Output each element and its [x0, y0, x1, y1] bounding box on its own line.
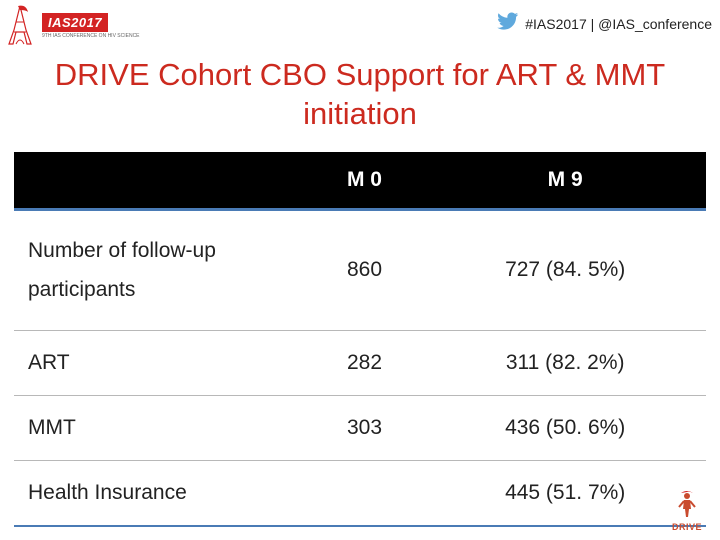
row-label: MMT: [14, 396, 305, 461]
twitter-icon: [497, 10, 519, 37]
ias-badge: IAS2017: [42, 13, 108, 32]
twitter-handle: #IAS2017 | @IAS_conference: [525, 16, 712, 32]
row-label: ART: [14, 331, 305, 396]
row-m0: 860: [305, 209, 425, 331]
drive-logo: DRIVE: [672, 491, 702, 532]
row-m9: 436 (50. 6%): [424, 396, 706, 461]
ias-badge-block: IAS2017 9TH IAS CONFERENCE ON HIV SCIENC…: [42, 13, 140, 39]
table-row: MMT303436 (50. 6%): [14, 396, 706, 461]
slide-title: DRIVE Cohort CBO Support for ART & MMT i…: [0, 48, 720, 152]
row-m0: [305, 461, 425, 527]
table-header-row: M 0 M 9: [14, 152, 706, 210]
eiffel-tower-icon: [2, 4, 38, 48]
row-label: Health Insurance: [14, 461, 305, 527]
ias-logo-area: IAS2017 9TH IAS CONFERENCE ON HIV SCIENC…: [0, 4, 140, 48]
table-row: Number of follow-upparticipants860727 (8…: [14, 209, 706, 331]
row-m9: 311 (82. 2%): [424, 331, 706, 396]
col-header-m0: M 0: [305, 152, 425, 210]
col-header-m9: M 9: [424, 152, 706, 210]
data-table: M 0 M 9 Number of follow-upparticipants8…: [14, 152, 706, 528]
table-row: ART282311 (82. 2%): [14, 331, 706, 396]
col-header-blank: [14, 152, 305, 210]
row-m9: 445 (51. 7%): [424, 461, 706, 527]
row-label: Number of follow-upparticipants: [14, 209, 305, 331]
row-m0: 303: [305, 396, 425, 461]
table-row: Health Insurance 445 (51. 7%): [14, 461, 706, 527]
twitter-area: #IAS2017 | @IAS_conference: [497, 4, 712, 37]
row-m0: 282: [305, 331, 425, 396]
ias-subtitle: 9TH IAS CONFERENCE ON HIV SCIENCE: [42, 33, 140, 39]
row-m9: 727 (84. 5%): [424, 209, 706, 331]
drive-logo-text: DRIVE: [672, 522, 702, 532]
slide-header: IAS2017 9TH IAS CONFERENCE ON HIV SCIENC…: [0, 0, 720, 48]
data-table-container: M 0 M 9 Number of follow-upparticipants8…: [0, 152, 720, 528]
